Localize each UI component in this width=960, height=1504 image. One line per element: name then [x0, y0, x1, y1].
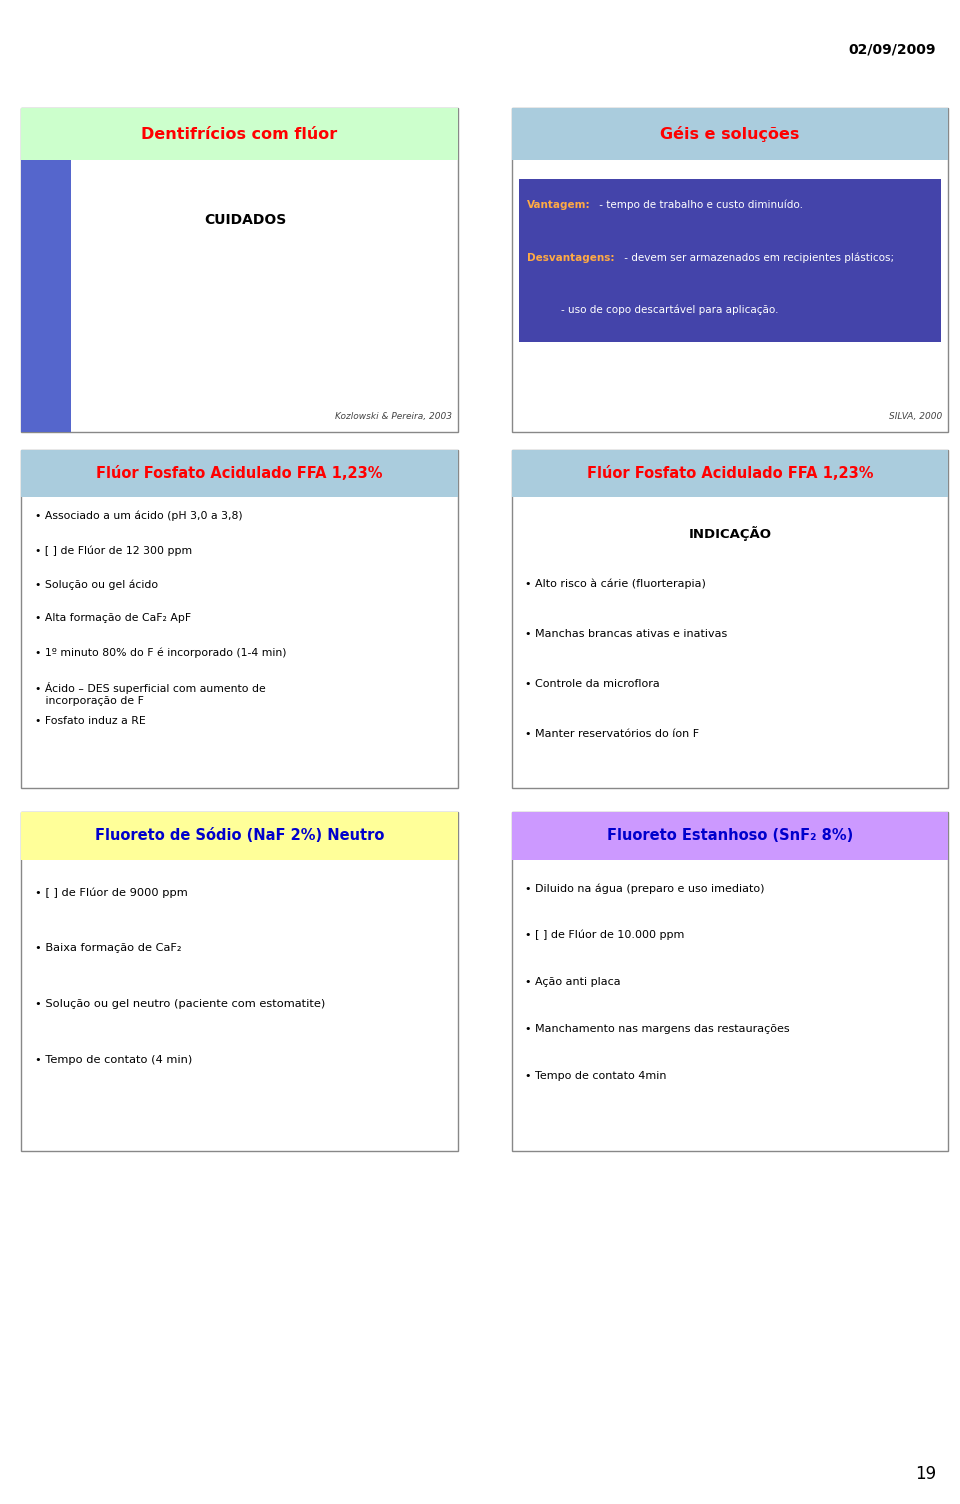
FancyBboxPatch shape	[512, 812, 948, 860]
FancyBboxPatch shape	[21, 812, 458, 860]
Text: • [ ] de Flúor de 10.000 ppm: • [ ] de Flúor de 10.000 ppm	[525, 929, 684, 940]
Text: • Solução ou gel ácido: • Solução ou gel ácido	[35, 579, 157, 590]
FancyBboxPatch shape	[21, 159, 71, 432]
Text: Géis e soluções: Géis e soluções	[660, 126, 800, 143]
Text: 02/09/2009: 02/09/2009	[849, 42, 936, 56]
FancyBboxPatch shape	[512, 812, 948, 1151]
Text: Flúor Fosfato Acidulado FFA 1,23%: Flúor Fosfato Acidulado FFA 1,23%	[96, 466, 383, 481]
Text: Vantagem:: Vantagem:	[527, 200, 590, 209]
Text: • [ ] de Flúor de 9000 ppm: • [ ] de Flúor de 9000 ppm	[35, 887, 187, 898]
Text: • Alta formação de CaF₂ ApF: • Alta formação de CaF₂ ApF	[35, 614, 191, 624]
Text: • Ação anti placa: • Ação anti placa	[525, 978, 621, 987]
Text: INDICAÇÃO: INDICAÇÃO	[688, 526, 772, 541]
Text: • Associado a um ácido (pH 3,0 a 3,8): • Associado a um ácido (pH 3,0 a 3,8)	[35, 511, 242, 522]
Text: • 1º minuto 80% do F é incorporado (1-4 min): • 1º minuto 80% do F é incorporado (1-4 …	[35, 648, 286, 659]
Text: - devem ser armazenados em recipientes plásticos;: - devem ser armazenados em recipientes p…	[621, 253, 895, 263]
Text: • Tempo de contato 4min: • Tempo de contato 4min	[525, 1071, 666, 1081]
Text: - uso de copo descartável para aplicação.: - uso de copo descartável para aplicação…	[548, 304, 779, 314]
FancyBboxPatch shape	[21, 108, 458, 432]
Text: Dentifrícios com flúor: Dentifrícios com flúor	[141, 126, 338, 141]
Text: • Diluido na água (preparo e uso imediato): • Diluido na água (preparo e uso imediat…	[525, 883, 764, 893]
Text: • Ácido – DES superficial com aumento de
   incorporação de F: • Ácido – DES superficial com aumento de…	[35, 681, 265, 705]
FancyBboxPatch shape	[512, 108, 948, 432]
Text: SILVA, 2000: SILVA, 2000	[890, 412, 943, 421]
Text: • Manchas brancas ativas e inativas: • Manchas brancas ativas e inativas	[525, 629, 728, 639]
Text: Desvantagens:: Desvantagens:	[527, 253, 614, 263]
FancyBboxPatch shape	[512, 450, 948, 496]
Text: • Baixa formação de CaF₂: • Baixa formação de CaF₂	[35, 943, 181, 954]
FancyBboxPatch shape	[512, 450, 948, 788]
Text: • Tempo de contato (4 min): • Tempo de contato (4 min)	[35, 1056, 192, 1065]
FancyBboxPatch shape	[21, 450, 458, 496]
FancyBboxPatch shape	[21, 450, 458, 788]
Text: 19: 19	[915, 1465, 936, 1483]
Text: Flúor Fosfato Acidulado FFA 1,23%: Flúor Fosfato Acidulado FFA 1,23%	[587, 466, 874, 481]
Text: Fluoreto Estanhoso (SnF₂ 8%): Fluoreto Estanhoso (SnF₂ 8%)	[607, 829, 853, 844]
Text: Fluoreto de Sódio (NaF 2%) Neutro: Fluoreto de Sódio (NaF 2%) Neutro	[95, 829, 384, 844]
Text: • Manter reservatórios do íon F: • Manter reservatórios do íon F	[525, 729, 699, 738]
Text: - tempo de trabalho e custo diminuído.: - tempo de trabalho e custo diminuído.	[596, 200, 804, 211]
FancyBboxPatch shape	[21, 812, 458, 1151]
FancyBboxPatch shape	[512, 108, 948, 159]
Text: • Manchamento nas margens das restaurações: • Manchamento nas margens das restauraçõ…	[525, 1024, 790, 1033]
Text: • Controle da microflora: • Controle da microflora	[525, 678, 660, 689]
FancyBboxPatch shape	[519, 179, 941, 341]
Text: • [ ] de Flúor de 12 300 ppm: • [ ] de Flúor de 12 300 ppm	[35, 544, 192, 555]
Text: • Alto risco à cárie (fluorterapia): • Alto risco à cárie (fluorterapia)	[525, 579, 706, 590]
FancyBboxPatch shape	[21, 108, 458, 159]
Text: Kozlowski & Pereira, 2003: Kozlowski & Pereira, 2003	[335, 412, 452, 421]
Text: • Solução ou gel neutro (paciente com estomatite): • Solução ou gel neutro (paciente com es…	[35, 1000, 324, 1009]
Text: • Fosfato induz a RE: • Fosfato induz a RE	[35, 716, 145, 726]
Text: CUIDADOS: CUIDADOS	[204, 212, 286, 227]
